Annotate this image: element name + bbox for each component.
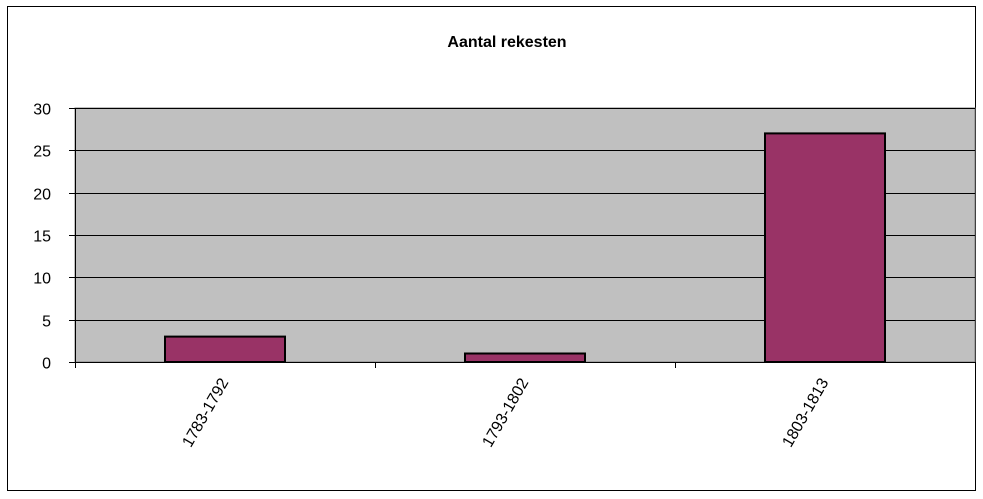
y-tick-label-5: 5 xyxy=(42,314,51,331)
y-tick-label-25: 25 xyxy=(33,144,51,161)
x-tick-label-1793-1802: 1793-1802 xyxy=(479,375,532,450)
x-tick-label-1803-1813: 1803-1813 xyxy=(779,375,832,450)
y-tick-label-20: 20 xyxy=(33,187,51,204)
bar-1803-1813 xyxy=(764,132,886,363)
y-tick-label-10: 10 xyxy=(33,271,51,288)
chart-title: Aantal rekesten xyxy=(447,34,566,51)
y-tick-label-15: 15 xyxy=(33,229,51,246)
plot-area: 0 5 10 15 20 25 30 1783-1792 1793-1802 1803-1813 xyxy=(33,102,976,450)
bar-1793-1802 xyxy=(464,352,586,363)
x-tick-label-1783-1792: 1783-1792 xyxy=(179,375,232,450)
bar-1783-1792 xyxy=(164,335,286,364)
y-tick-label-30: 30 xyxy=(33,102,51,119)
y-tick-label-0: 0 xyxy=(42,356,51,373)
